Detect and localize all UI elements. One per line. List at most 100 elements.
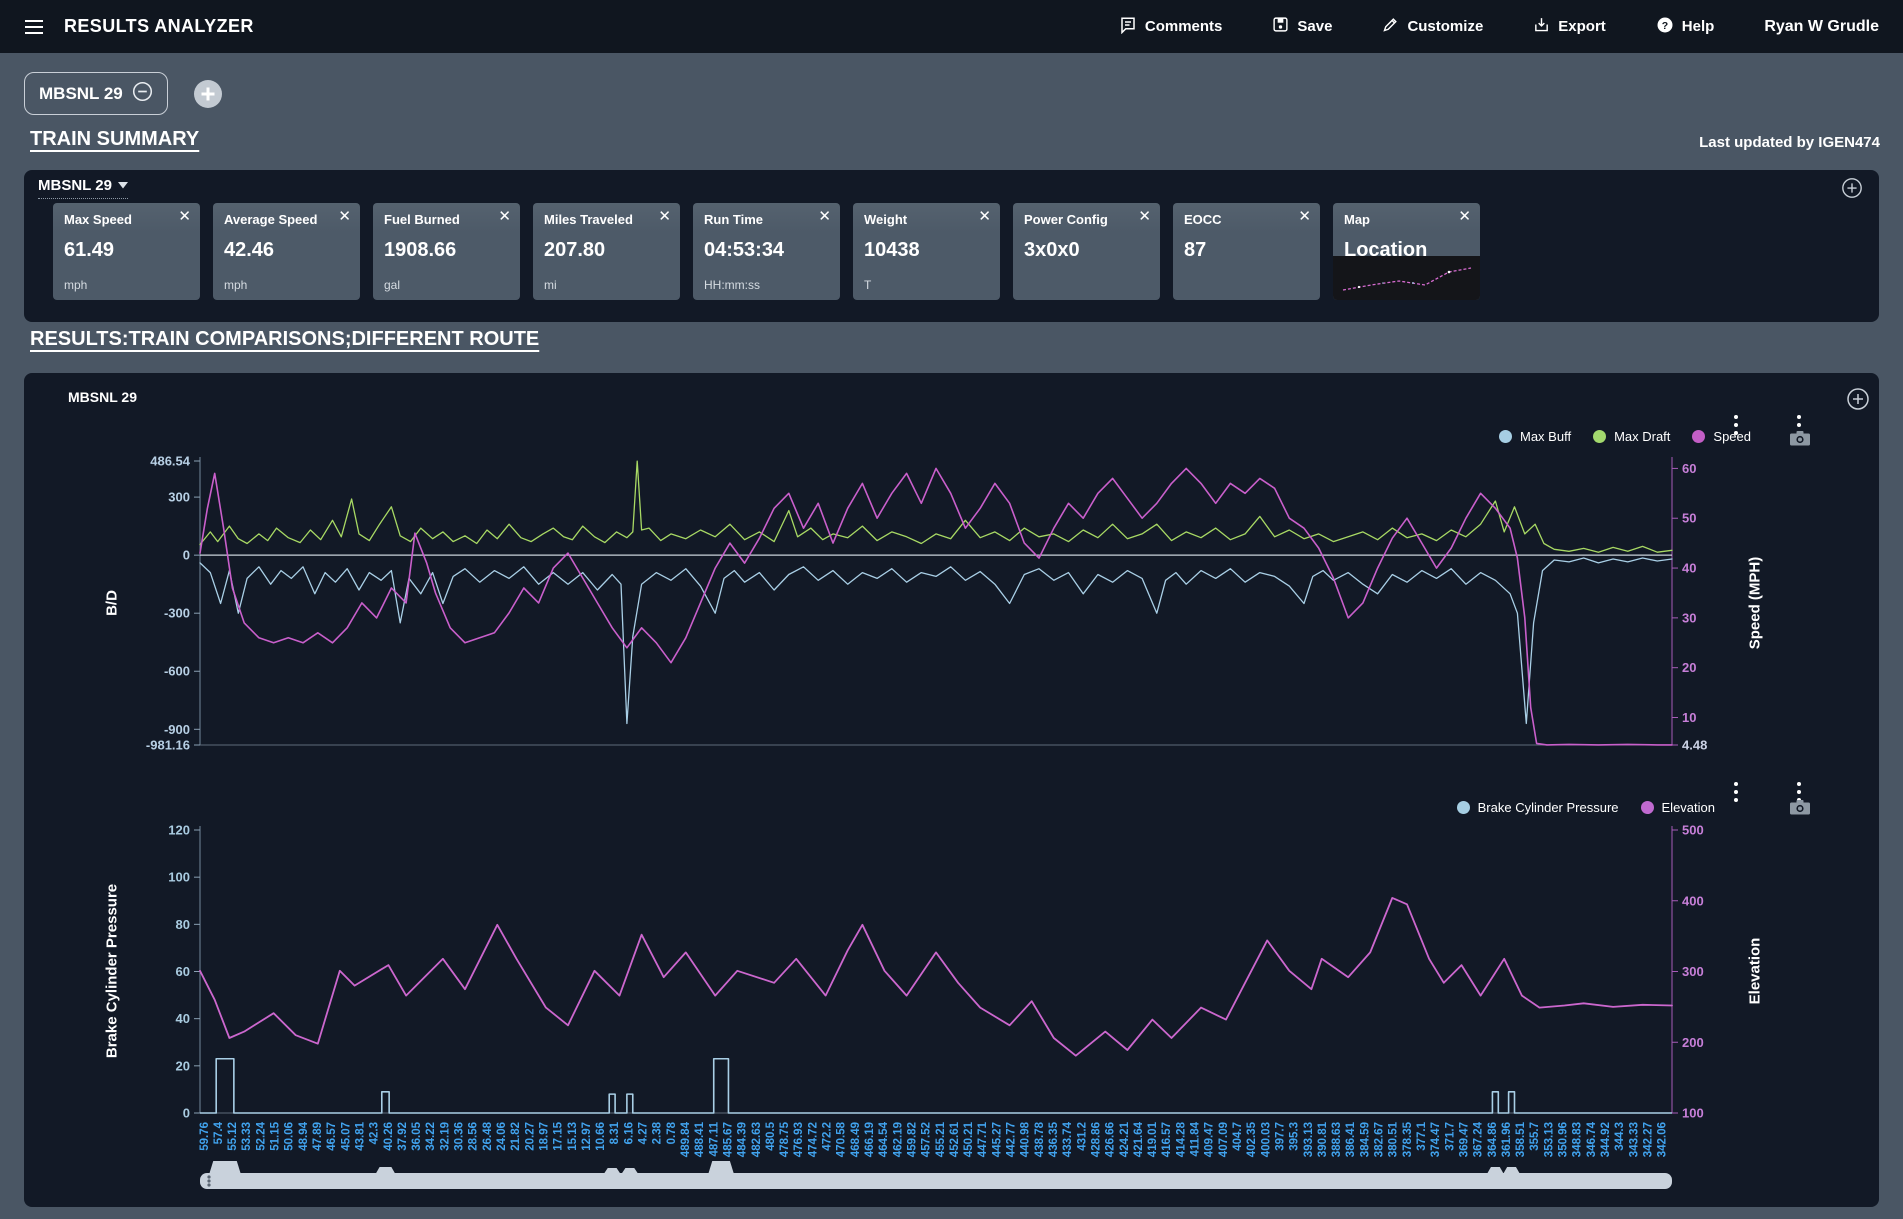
summary-card-unit: mi	[544, 278, 557, 292]
x-axis-label: 487.11	[708, 1121, 720, 1156]
export-button[interactable]: Export	[1533, 16, 1606, 37]
scrollbar-track[interactable]	[200, 1173, 1672, 1189]
scrollbar-handle-dots[interactable]	[207, 1175, 210, 1178]
x-axis-label: 409.47	[1204, 1122, 1216, 1157]
x-axis-label: 455.21	[935, 1121, 947, 1157]
series-max-draft	[200, 461, 1672, 552]
top-navbar: RESULTS ANALYZER CommentsSaveCustomizeEx…	[0, 0, 1903, 53]
add-summary-card-button[interactable]	[1841, 177, 1863, 199]
left-axis-tick-label: -981.16	[146, 738, 190, 753]
right-axis-tick-label: 100	[1682, 1106, 1704, 1121]
x-axis-label: 361.96	[1501, 1122, 1513, 1157]
close-card-icon[interactable]: ✕	[498, 209, 511, 224]
customize-button[interactable]: Customize	[1382, 16, 1483, 37]
summary-card-title: Weight	[864, 212, 989, 227]
x-axis-label: 36.05	[411, 1121, 423, 1150]
x-axis-label: 445.27	[991, 1122, 1003, 1157]
summary-card-value: 10438	[864, 239, 920, 262]
x-axis-label: 378.35	[1402, 1121, 1414, 1157]
x-axis-label: 55.12	[227, 1122, 239, 1151]
x-axis-label: 51.15	[270, 1121, 282, 1150]
left-axis-tick-label: 60	[176, 964, 190, 979]
train-chip[interactable]: MBSNL 29	[24, 72, 168, 115]
x-axis-label: 462.19	[892, 1122, 904, 1157]
left-axis-tick-label: 80	[176, 917, 190, 932]
customize-icon	[1382, 16, 1399, 37]
nav-button-label: Export	[1558, 18, 1606, 35]
save-button[interactable]: Save	[1272, 16, 1332, 37]
right-axis-tick-label: 40	[1682, 561, 1696, 576]
x-axis-label: 386.41	[1345, 1121, 1357, 1157]
x-axis-label: 416.57	[1161, 1122, 1173, 1157]
summary-card-unit: mph	[224, 278, 247, 292]
close-card-icon[interactable]: ✕	[1298, 209, 1311, 224]
comments-icon	[1119, 16, 1137, 38]
close-card-icon[interactable]: ✕	[338, 209, 351, 224]
x-axis-label: 450.21	[963, 1121, 975, 1157]
remove-train-icon[interactable]	[132, 81, 153, 107]
close-card-icon[interactable]: ✕	[818, 209, 831, 224]
add-train-button[interactable]	[193, 79, 223, 109]
comments-button[interactable]: Comments	[1119, 16, 1223, 38]
help-button[interactable]: ? Help	[1656, 16, 1715, 38]
x-axis-label: 346.74	[1586, 1121, 1598, 1157]
x-axis-label: 388.63	[1331, 1122, 1343, 1157]
x-axis-label: 407.09	[1218, 1122, 1230, 1157]
close-card-icon[interactable]: ✕	[178, 209, 191, 224]
summary-card-title: Miles Traveled	[544, 212, 669, 227]
x-axis-label: 18.97	[538, 1122, 550, 1151]
close-card-icon[interactable]: ✕	[658, 209, 671, 224]
nav-button-label: Help	[1682, 18, 1715, 35]
close-card-icon[interactable]: ✕	[1458, 209, 1471, 224]
scrollbar-handle-dots[interactable]	[207, 1179, 210, 1182]
train-selector-dropdown[interactable]: MBSNL 29	[38, 177, 128, 199]
x-axis-label: 367.24	[1473, 1121, 1485, 1157]
summary-card-eocc: EOCC ✕ 87	[1173, 203, 1320, 300]
close-card-icon[interactable]: ✕	[978, 209, 991, 224]
x-axis-label: 468.49	[850, 1122, 862, 1157]
right-axis-tick-label: 10	[1682, 710, 1696, 725]
series-speed	[200, 468, 1672, 745]
right-axis-tick-label: 4.48	[1682, 738, 1707, 753]
x-axis-label: 52.24	[255, 1121, 267, 1150]
x-axis-label: 393.13	[1303, 1122, 1315, 1157]
chart-scrollbar[interactable]	[200, 1161, 1672, 1189]
summary-card-max-speed: Max Speed ✕ 61.49 mph	[53, 203, 200, 300]
summary-card-title: Max Speed	[64, 212, 189, 227]
x-axis-label: 395.3	[1289, 1122, 1301, 1151]
right-axis-tick-label: 60	[1682, 461, 1696, 476]
x-axis-label: 436.35	[1048, 1121, 1060, 1157]
x-axis-label: 45.07	[340, 1122, 352, 1151]
train-chip-label: MBSNL 29	[39, 84, 123, 104]
close-card-icon[interactable]: ✕	[1138, 209, 1151, 224]
summary-card-fuel-burned: Fuel Burned ✕ 1908.66 gal	[373, 203, 520, 300]
x-axis-label: 342.27	[1642, 1122, 1654, 1157]
summary-card-unit: gal	[384, 278, 400, 292]
x-axis-label: 472.2	[822, 1122, 834, 1151]
summary-card-unit: HH:mm:ss	[704, 278, 760, 292]
x-axis-label: 37.92	[397, 1122, 409, 1151]
x-axis-label: 438.78	[1034, 1121, 1046, 1157]
x-axis-label: 355.7	[1529, 1122, 1541, 1151]
user-menu[interactable]: Ryan W Grudle	[1764, 18, 1879, 36]
left-axis-tick-label: 0	[183, 1106, 190, 1121]
hamburger-menu-icon[interactable]	[24, 19, 44, 35]
summary-cards-row: Max Speed ✕ 61.49 mph Average Speed ✕ 42…	[53, 203, 1480, 300]
svg-text:?: ?	[1662, 19, 1668, 31]
x-axis-label: 53.33	[241, 1122, 253, 1151]
x-axis-label: 57.4	[213, 1121, 225, 1144]
right-axis-tick-label: 20	[1682, 660, 1696, 675]
scrollbar-profile-bump	[209, 1161, 241, 1174]
train-summary-panel: MBSNL 29 Max Speed ✕ 61.49 mph Average S…	[24, 170, 1879, 322]
x-axis-label: 350.96	[1558, 1122, 1570, 1157]
map-thumbnail[interactable]	[1333, 256, 1480, 300]
scrollbar-handle-dots[interactable]	[207, 1183, 210, 1186]
x-axis-label: 382.67	[1374, 1122, 1386, 1157]
summary-card-run-time: Run Time ✕ 04:53:34 HH:mm:ss	[693, 203, 840, 300]
x-axis-label: 30.36	[454, 1122, 466, 1151]
x-axis-label: 344.92	[1600, 1122, 1612, 1157]
x-axis-label: 26.48	[482, 1121, 494, 1150]
x-axis-label: 40.26	[383, 1122, 395, 1151]
left-axis-tick-label: -300	[164, 606, 190, 621]
results-chart-panel: MBSNL 29 Max BuffMax DraftSpeed Brake Cy…	[24, 373, 1879, 1207]
